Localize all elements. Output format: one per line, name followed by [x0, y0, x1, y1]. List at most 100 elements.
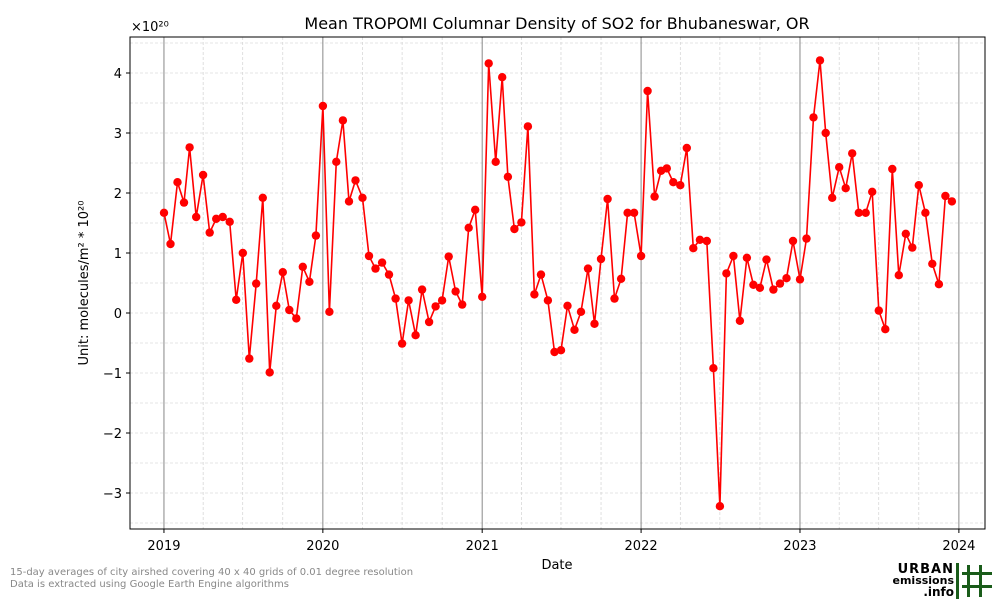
- data-point: [676, 181, 685, 190]
- data-point: [788, 236, 798, 246]
- data-point: [292, 314, 301, 323]
- x-tick-label: 2022: [625, 539, 658, 554]
- data-point: [874, 306, 883, 315]
- data-point: [835, 163, 844, 172]
- data-point: [530, 290, 539, 299]
- data-point: [431, 302, 440, 311]
- data-point: [828, 193, 837, 202]
- data-point: [590, 319, 599, 328]
- data-point: [682, 143, 691, 153]
- y-tick-label: −3: [103, 487, 122, 502]
- x-tick-label: 2024: [942, 539, 975, 554]
- logo-line-2: emissions: [892, 574, 955, 587]
- data-point: [491, 157, 500, 166]
- y-tick-label: −2: [103, 427, 122, 442]
- data-point: [318, 101, 328, 111]
- y-axis-label: Unit: molecules/m² * 10²⁰: [77, 201, 92, 366]
- data-point: [715, 502, 725, 511]
- x-tick-label: 2023: [783, 539, 816, 554]
- data-point: [498, 73, 507, 82]
- data-point: [795, 275, 805, 284]
- data-point: [523, 122, 533, 131]
- data-point: [404, 296, 413, 305]
- data-point: [550, 347, 559, 357]
- series-layer: [159, 56, 957, 511]
- footnote-line-1: 15-day averages of city airshed covering…: [10, 567, 414, 578]
- data-point: [709, 364, 718, 373]
- data-point: [861, 208, 870, 217]
- logo-line-1: URBAN: [897, 562, 954, 577]
- y-tick-label: 4: [114, 67, 122, 82]
- data-point: [695, 235, 705, 244]
- data-point: [802, 234, 811, 243]
- data-point: [285, 305, 294, 315]
- data-point: [941, 191, 950, 201]
- data-point: [517, 218, 526, 227]
- data-point: [417, 285, 427, 294]
- data-point: [815, 56, 825, 65]
- x-axis-label: Date: [541, 558, 572, 573]
- data-point: [471, 205, 480, 214]
- data-point: [198, 170, 208, 180]
- data-point: [179, 198, 189, 207]
- data-point: [742, 253, 752, 262]
- data-point: [689, 244, 698, 253]
- data-point: [841, 184, 850, 193]
- data-point: [556, 346, 566, 355]
- data-point: [503, 172, 513, 181]
- x-tick-label: 2021: [466, 539, 499, 554]
- y-tick-label: 1: [114, 247, 122, 262]
- data-point: [881, 325, 890, 334]
- urban-emissions-logo: URBAN emissions .info: [893, 562, 998, 600]
- x-tick-label: 2019: [147, 539, 180, 554]
- data-point: [928, 259, 937, 268]
- data-point: [583, 264, 593, 273]
- data-point: [643, 86, 652, 96]
- data-point: [437, 296, 447, 305]
- y-tick-label: −1: [103, 367, 122, 382]
- data-point: [225, 217, 234, 226]
- data-point: [358, 193, 367, 202]
- data-point: [252, 279, 261, 288]
- data-point: [735, 316, 745, 325]
- data-point: [762, 255, 771, 264]
- data-point: [775, 279, 785, 288]
- data-point: [325, 307, 334, 316]
- data-point: [769, 285, 778, 294]
- logo-line-3: .info: [923, 585, 954, 599]
- data-point: [484, 59, 493, 68]
- chart-title: Mean TROPOMI Columnar Density of SO2 for…: [304, 14, 809, 33]
- logo-grid-icon: [956, 563, 992, 599]
- x-axis-ticks: 2019 2020 2021 2022 2023 2024: [147, 529, 975, 554]
- data-point: [782, 274, 791, 283]
- data-point: [809, 113, 818, 122]
- data-point: [536, 270, 546, 279]
- data-point: [351, 176, 360, 185]
- data-point: [650, 192, 659, 201]
- data-point: [629, 208, 639, 217]
- data-point: [854, 208, 863, 217]
- data-point: [185, 143, 194, 152]
- data-point: [610, 294, 619, 303]
- data-point: [397, 339, 407, 348]
- data-point: [173, 178, 182, 187]
- data-point: [364, 251, 374, 261]
- data-point: [901, 229, 910, 238]
- data-point: [722, 269, 731, 278]
- plot-frame: [129, 36, 986, 530]
- y-tick-label: 2: [114, 187, 122, 202]
- data-point: [636, 251, 646, 261]
- data-point: [344, 197, 354, 206]
- data-point: [311, 231, 321, 240]
- data-point: [478, 292, 487, 301]
- data-point: [749, 280, 758, 289]
- data-point: [603, 194, 612, 204]
- data-point: [238, 248, 247, 258]
- data-point: [305, 277, 314, 286]
- footnote-line-2: Data is extracted using Google Earth Eng…: [10, 579, 289, 590]
- data-point: [908, 243, 917, 252]
- data-point: [218, 212, 227, 222]
- data-point: [914, 181, 923, 190]
